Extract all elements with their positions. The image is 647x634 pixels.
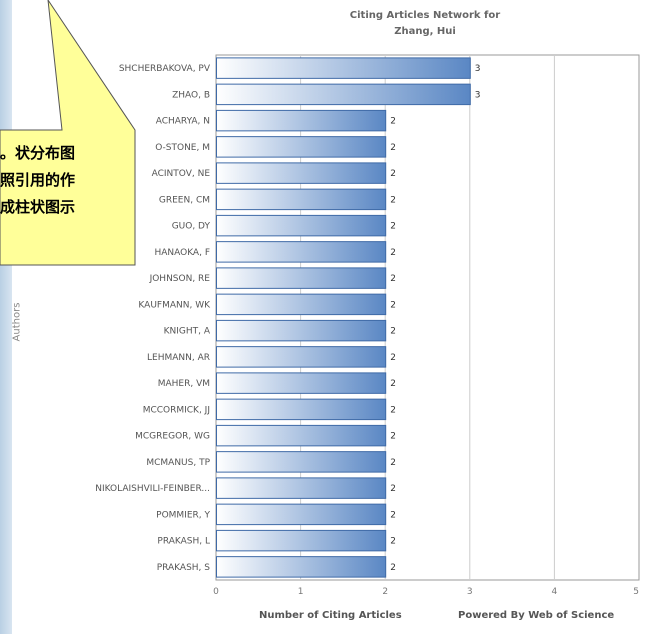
- category-label: HANAOKA, F: [154, 248, 210, 258]
- category-label: LEHMANN, AR: [147, 353, 210, 363]
- category-label: ACHARYA, N: [156, 117, 210, 127]
- category-label: JOHNSON, RE: [149, 274, 211, 284]
- bar[interactable]: [216, 424, 387, 447]
- bar-value-label: 2: [390, 537, 396, 547]
- bar[interactable]: [216, 293, 387, 316]
- bar[interactable]: [216, 477, 387, 499]
- bar-value-label: 3: [475, 64, 481, 74]
- callout-balloon: 状分布图。 照引用的作 成柱状图示: [0, 0, 150, 280]
- bar[interactable]: [216, 214, 387, 237]
- bar-value-label: 3: [475, 90, 481, 100]
- x-tick-labels: 0 1 2 3 4 5: [213, 587, 639, 597]
- bar[interactable]: [216, 398, 387, 421]
- bar[interactable]: [216, 109, 387, 132]
- callout-shape: [0, 0, 136, 266]
- bar[interactable]: [216, 451, 387, 473]
- category-labels: SHCHERBAKOVA, PV ZHAO, B ACHARYA, N O-STONE…: [95, 64, 211, 573]
- bar[interactable]: [216, 241, 387, 263]
- x-tick-label: 0: [213, 587, 219, 597]
- bar[interactable]: [216, 188, 387, 211]
- chart-title-line-1: Citing Articles Network for: [349, 10, 501, 21]
- bar-value-label: 2: [390, 143, 396, 153]
- category-label: GUO, DY: [172, 222, 211, 232]
- category-label: NIKOLAISHVILI-FEINBER...: [95, 484, 210, 494]
- bar[interactable]: [216, 503, 387, 526]
- bar-value-label: 2: [390, 353, 396, 363]
- x-tick-label: 3: [467, 587, 473, 597]
- category-label: ACINTOV, NE: [152, 169, 211, 179]
- callout-text: 状分布图。 照引用的作 成柱状图示: [0, 140, 138, 221]
- bar-value-label: 2: [390, 117, 396, 127]
- category-label: PRAKASH, S: [157, 563, 211, 573]
- x-tick-label: 2: [382, 587, 388, 597]
- bar-value-label: 2: [390, 195, 396, 205]
- bar[interactable]: [216, 346, 387, 368]
- bars: 3 3 2 2 2 2 2 2 2 2 2 2 2 2 2 2 2 2 2 2: [216, 57, 481, 578]
- bar-value-label: 2: [390, 379, 396, 389]
- category-label: GREEN, CM: [159, 195, 210, 205]
- bar[interactable]: [216, 556, 387, 578]
- category-label: PRAKASH, L: [157, 537, 210, 547]
- category-label: KAUFMANN, WK: [138, 300, 211, 310]
- bar[interactable]: [216, 319, 387, 342]
- bar[interactable]: [216, 136, 387, 158]
- bar-value-label: 2: [390, 510, 396, 520]
- bar[interactable]: [216, 372, 387, 394]
- bar-value-label: 2: [390, 222, 396, 232]
- callout-path: [0, 0, 136, 266]
- bar-value-label: 2: [390, 169, 396, 179]
- credit-text: Powered By Web of Science: [458, 610, 615, 621]
- bar-value-label: 2: [390, 327, 396, 337]
- category-label: MAHER, VM: [158, 379, 210, 389]
- category-label: POMMIER, Y: [156, 510, 210, 520]
- x-tick-label: 5: [633, 587, 639, 597]
- bar[interactable]: [216, 162, 387, 184]
- chart-title-line-2: Zhang, Hui: [394, 26, 456, 37]
- callout-line-3: 成柱状图示: [0, 198, 76, 216]
- bar[interactable]: [216, 57, 471, 79]
- bar[interactable]: [216, 529, 387, 552]
- bar-value-label: 2: [390, 563, 396, 573]
- category-label: MCGREGOR, WG: [135, 432, 210, 442]
- category-label: ZHAO, B: [172, 90, 210, 100]
- bar-value-label: 2: [390, 405, 396, 415]
- bar-value-label: 2: [390, 484, 396, 494]
- bar[interactable]: [216, 83, 471, 106]
- bar-value-label: 2: [390, 432, 396, 442]
- bar-value-label: 2: [390, 300, 396, 310]
- callout-line-2: 照引用的作: [0, 171, 76, 189]
- callout-line-1: 状分布图。: [0, 144, 76, 162]
- y-axis-label: Authors: [11, 302, 23, 342]
- x-tick-label: 4: [552, 587, 558, 597]
- category-label: MCCORMICK, JJ: [143, 405, 210, 415]
- chart-title: Citing Articles Network for Zhang, Hui: [300, 8, 550, 40]
- plot-area: [215, 54, 640, 581]
- category-label: SHCHERBAKOVA, PV: [119, 64, 211, 74]
- bar-value-label: 2: [390, 458, 396, 468]
- bar-value-label: 2: [390, 274, 396, 284]
- category-label: KNIGHT, A: [164, 327, 211, 337]
- bar[interactable]: [216, 267, 387, 289]
- category-label: MCMANUS, TP: [146, 458, 210, 468]
- x-tick-label: 1: [298, 587, 304, 597]
- x-axis-label: Number of Citing Articles: [259, 610, 402, 621]
- category-label: O-STONE, M: [155, 143, 210, 153]
- bar-value-label: 2: [390, 248, 396, 258]
